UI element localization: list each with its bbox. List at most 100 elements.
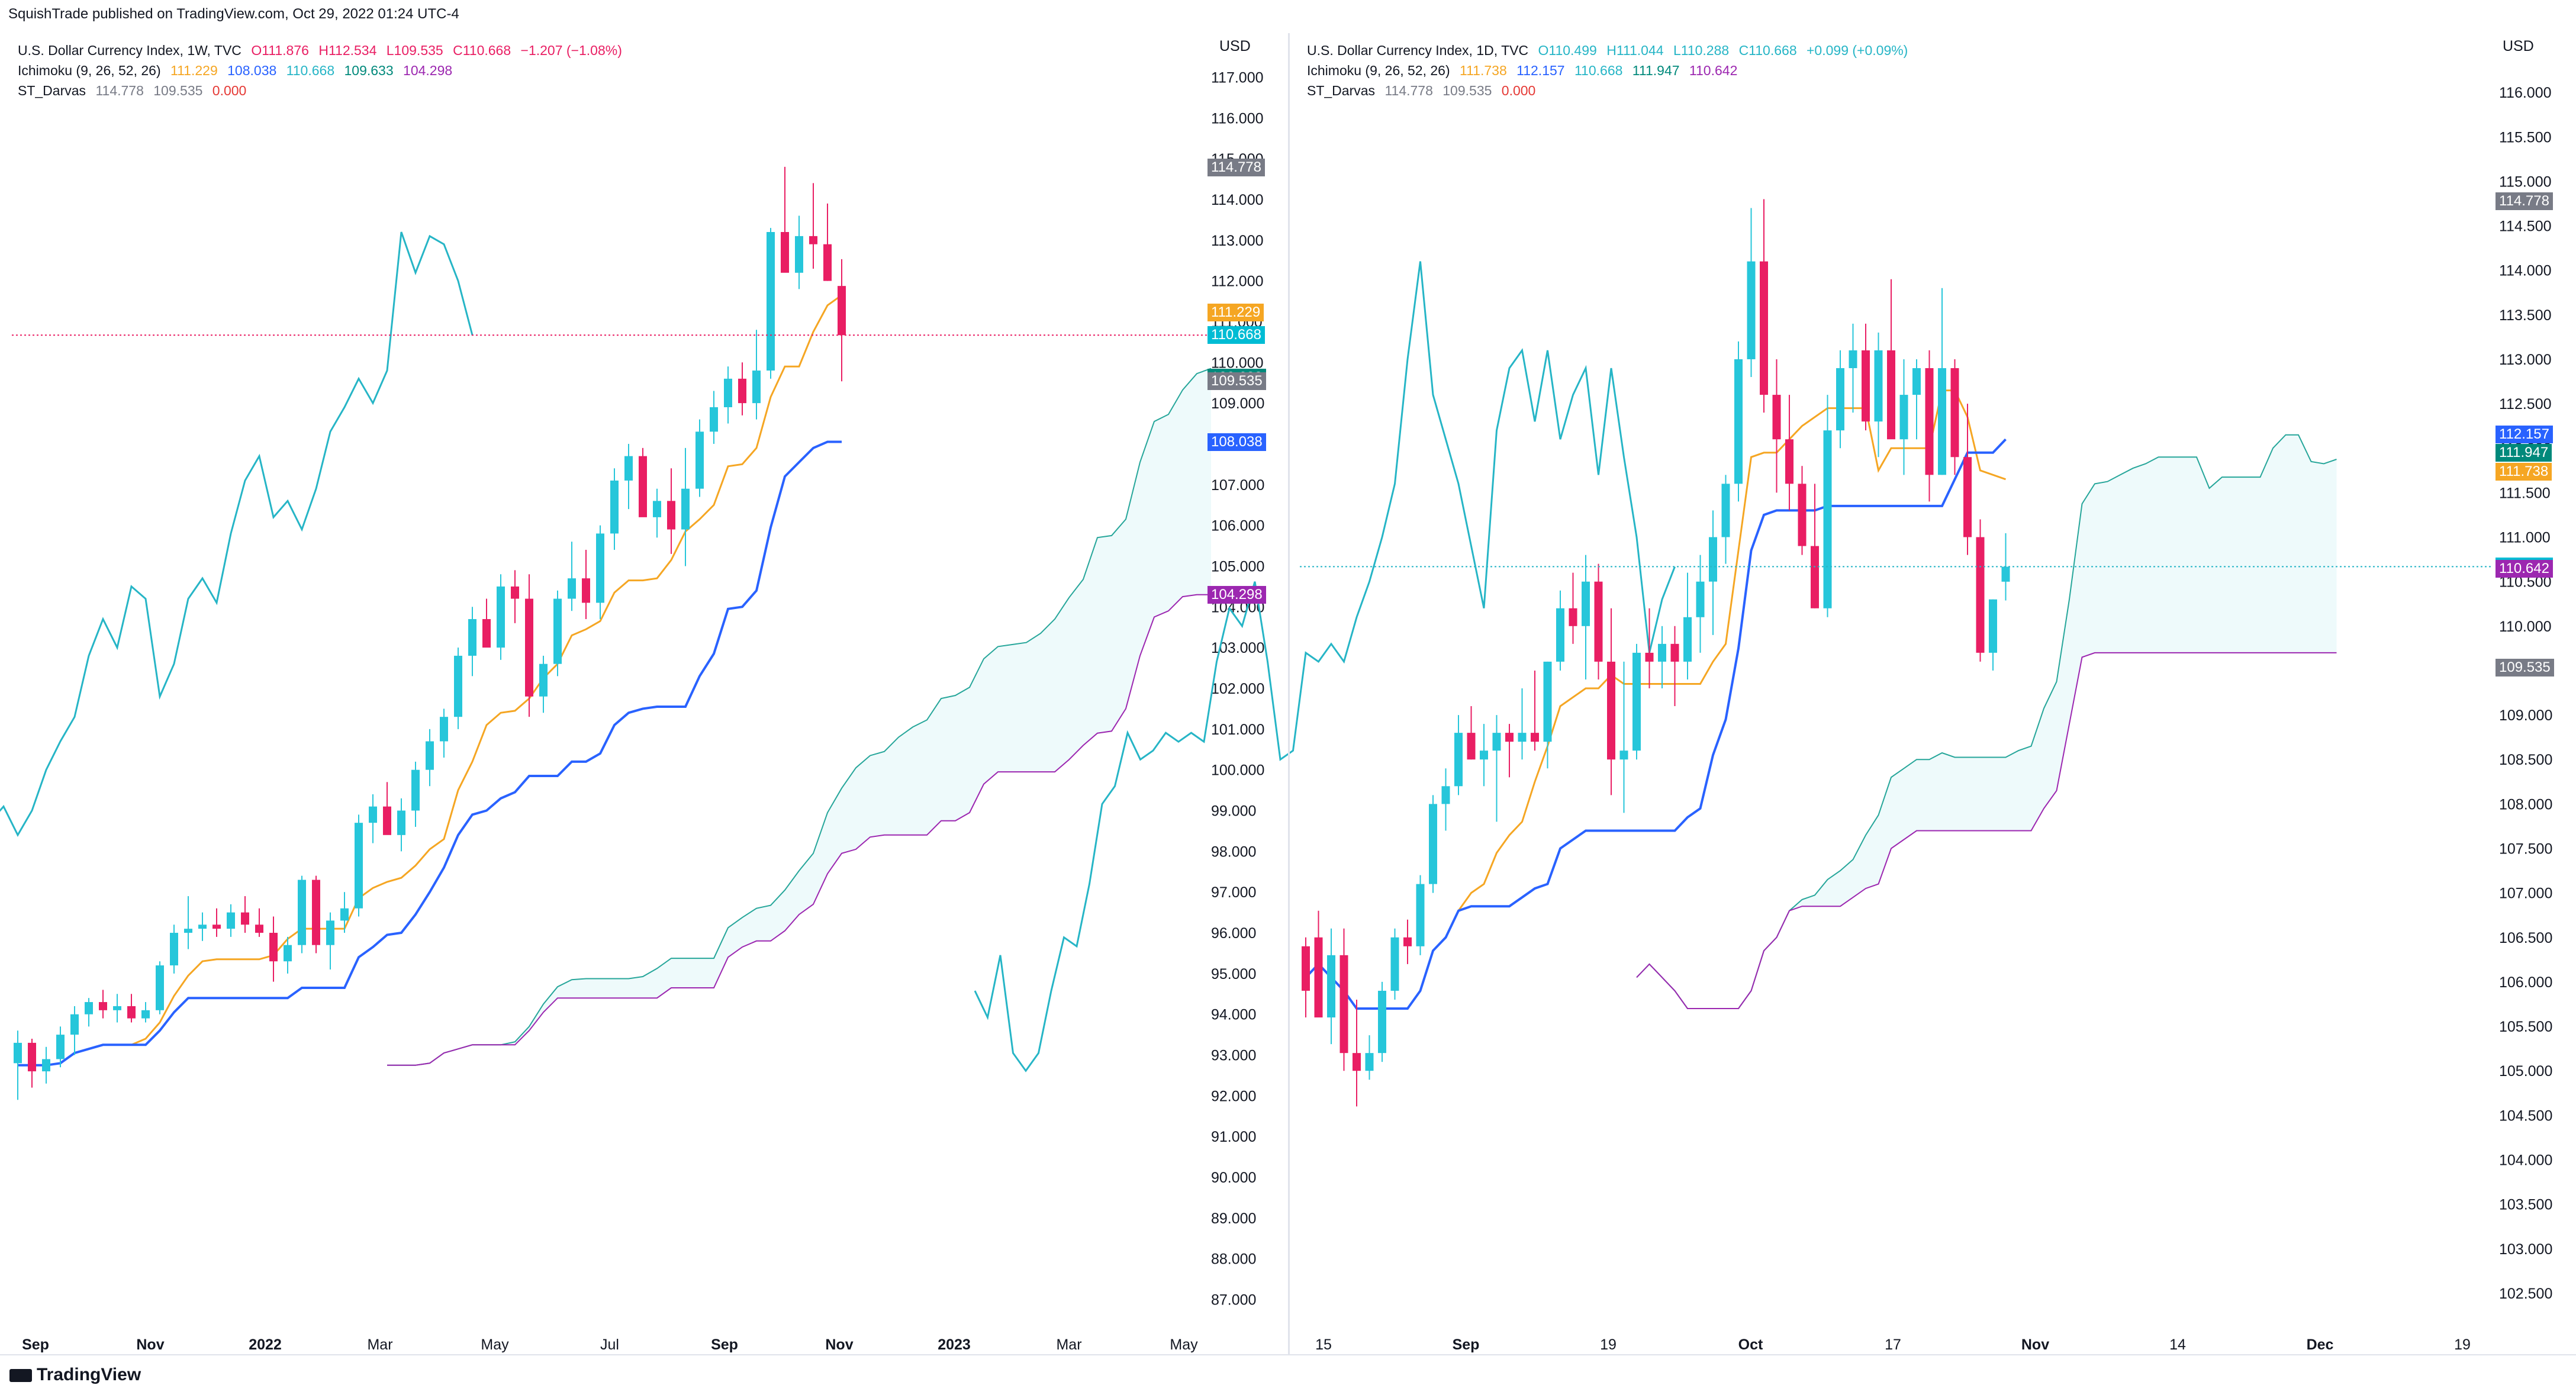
candle-body bbox=[1811, 546, 1819, 608]
candle-body bbox=[639, 456, 647, 517]
candle-body bbox=[454, 655, 462, 717]
right-currency: USD bbox=[2503, 38, 2534, 54]
candle-body bbox=[1365, 1053, 1374, 1071]
candle-body bbox=[1925, 368, 1934, 475]
candle-body bbox=[1531, 733, 1539, 742]
y-tick-label: 107.000 bbox=[1211, 477, 1264, 494]
candle-body bbox=[525, 598, 533, 697]
right-change: +0.099 (+0.09%) bbox=[1807, 43, 1908, 58]
candle-body bbox=[298, 880, 306, 945]
ichimoku-cloud bbox=[1637, 434, 2337, 1009]
candle-body bbox=[255, 925, 263, 933]
candle-body bbox=[1836, 368, 1844, 431]
publish-header: SquishTrade published on TradingView.com… bbox=[8, 6, 459, 22]
candle-body bbox=[1543, 661, 1552, 742]
candle-body bbox=[1696, 581, 1705, 617]
x-tick-label: Nov bbox=[136, 1336, 164, 1353]
candle-body bbox=[1429, 804, 1437, 884]
right-high: H111.044 bbox=[1606, 43, 1664, 58]
candle-body bbox=[1798, 484, 1807, 546]
candle-body bbox=[1823, 430, 1832, 608]
candle-body bbox=[738, 378, 746, 404]
candle-body bbox=[241, 912, 249, 925]
tradingview-logo-icon bbox=[9, 1369, 32, 1383]
y-tick-label: 104.000 bbox=[2499, 1152, 2552, 1168]
candle-body bbox=[1632, 652, 1641, 751]
x-tick-label: Sep bbox=[711, 1336, 738, 1353]
left-high: H112.534 bbox=[318, 43, 377, 58]
ichimoku-kijun bbox=[18, 440, 842, 1067]
y-tick-label: 89.000 bbox=[1211, 1210, 1256, 1227]
candle-body bbox=[141, 1010, 150, 1019]
candle-body bbox=[85, 1002, 93, 1014]
price-tag: 114.778 bbox=[1208, 159, 1265, 177]
candle-body bbox=[1378, 990, 1386, 1054]
candle-body bbox=[795, 236, 803, 273]
x-tick-label: 2022 bbox=[249, 1336, 282, 1353]
ichimoku-cloud bbox=[387, 368, 1211, 1065]
candle-body bbox=[2001, 566, 2010, 582]
candle-body bbox=[1582, 581, 1590, 626]
candle-body bbox=[681, 488, 690, 530]
x-tick-label: Nov bbox=[825, 1336, 853, 1353]
right-legend-darvas[interactable]: ST_Darvas 114.778 109.535 0.000 bbox=[1307, 83, 1541, 99]
y-tick-label: 113.000 bbox=[2499, 352, 2552, 368]
candle-body bbox=[411, 769, 420, 811]
candle-body bbox=[752, 371, 761, 404]
y-tick-label: 115.500 bbox=[2499, 129, 2552, 146]
x-tick-label: Mar bbox=[367, 1336, 392, 1353]
y-tick-label: 111.500 bbox=[2499, 485, 2551, 501]
x-tick-label: Sep bbox=[1453, 1336, 1480, 1353]
candle-body bbox=[653, 501, 661, 517]
right-legend-ichimoku[interactable]: Ichimoku (9, 26, 52, 26) 111.738 112.157… bbox=[1307, 63, 1743, 79]
y-tick-label: 106.500 bbox=[2499, 930, 2552, 946]
left-legend-ichimoku[interactable]: Ichimoku (9, 26, 52, 26) 111.229 108.038… bbox=[18, 63, 458, 79]
y-tick-label: 112.000 bbox=[1211, 273, 1264, 290]
left-ichi-kijun: 108.038 bbox=[227, 63, 277, 78]
left-legend-darvas[interactable]: ST_Darvas 114.778 109.535 0.000 bbox=[18, 83, 252, 99]
y-tick-label: 95.000 bbox=[1211, 966, 1256, 983]
y-tick-label: 105.000 bbox=[1211, 558, 1264, 575]
y-tick-label: 116.000 bbox=[2499, 85, 2552, 101]
ichimoku-lagging-span bbox=[974, 261, 1676, 1072]
ichimoku-tenkan bbox=[18, 294, 842, 1067]
candle-body bbox=[383, 806, 391, 835]
y-tick-label: 113.500 bbox=[2499, 307, 2552, 324]
y-tick-label: 110.000 bbox=[2499, 619, 2552, 635]
x-tick-label: Jul bbox=[600, 1336, 619, 1353]
candle-body bbox=[1327, 955, 1335, 1018]
candle-body bbox=[809, 236, 817, 244]
candle-body bbox=[1772, 395, 1781, 440]
x-tick-label: 17 bbox=[1885, 1336, 1901, 1353]
y-tick-label: 117.000 bbox=[1211, 69, 1264, 86]
y-tick-label: 107.500 bbox=[2499, 841, 2552, 858]
candle-body bbox=[42, 1059, 50, 1072]
right-darvas-top: 114.778 bbox=[1384, 83, 1433, 98]
price-tag: 111.229 bbox=[1208, 303, 1264, 321]
price-tag: 110.668 bbox=[1208, 326, 1265, 344]
footer: TradingView bbox=[0, 1354, 2576, 1398]
ichimoku-span-b bbox=[1636, 652, 2337, 1009]
candle-body bbox=[553, 598, 562, 664]
pane-divider[interactable] bbox=[1288, 33, 1290, 1355]
tradingview-logo[interactable]: TradingView bbox=[9, 1365, 141, 1385]
candle-body bbox=[127, 1006, 136, 1019]
candle-body bbox=[1339, 955, 1348, 1054]
ichimoku-span-a bbox=[387, 368, 1212, 1066]
candle-body bbox=[1480, 750, 1488, 760]
left-ichi-tenkan: 111.229 bbox=[170, 63, 218, 78]
y-tick-label: 87.000 bbox=[1211, 1292, 1256, 1309]
left-open: O111.876 bbox=[251, 43, 309, 58]
candle-body bbox=[1938, 368, 1946, 475]
x-tick-label: 14 bbox=[2169, 1336, 2186, 1353]
candle-body bbox=[1887, 350, 1895, 440]
candle-body bbox=[1950, 368, 1959, 458]
ichimoku-tenkan bbox=[1305, 389, 2006, 1010]
left-darvas-signal: 0.000 bbox=[212, 83, 247, 98]
y-tick-label: 115.000 bbox=[2499, 173, 2552, 190]
candle-body bbox=[1416, 884, 1425, 946]
y-tick-label: 109.000 bbox=[1211, 395, 1264, 412]
y-tick-label: 91.000 bbox=[1211, 1129, 1256, 1145]
candle-body bbox=[369, 806, 377, 823]
